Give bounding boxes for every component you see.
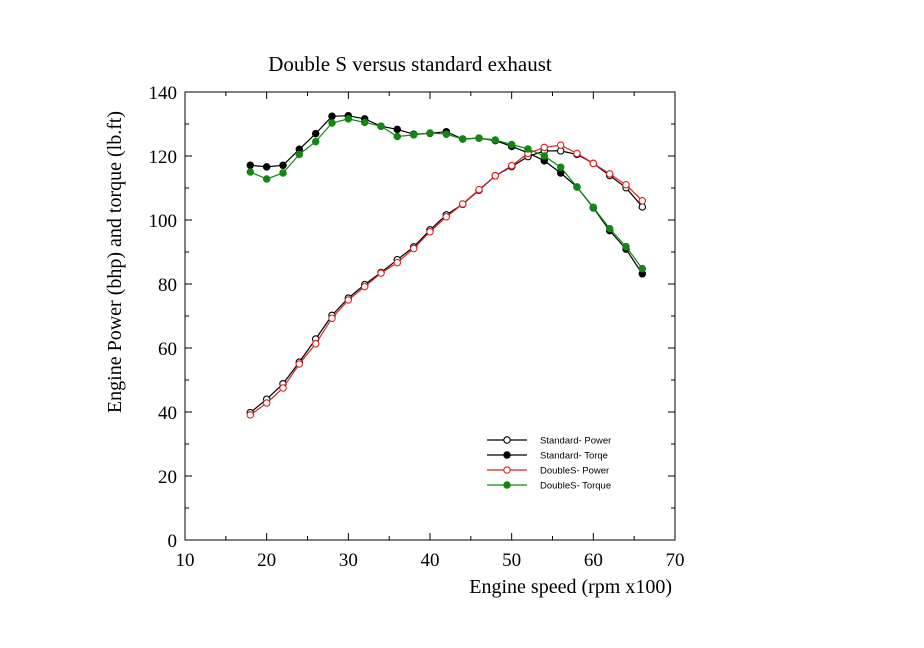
chart-title: Double S versus standard exhaust	[268, 52, 552, 76]
data-point	[246, 161, 255, 170]
series-3	[246, 115, 647, 273]
series-line	[250, 118, 643, 269]
data-point	[279, 161, 287, 170]
data-point	[393, 132, 402, 141]
data-point	[442, 213, 451, 221]
x-tick-label: 10	[176, 550, 195, 571]
data-point	[262, 163, 271, 171]
legend-swatch-marker	[503, 481, 511, 489]
legend-swatch-marker	[503, 466, 511, 474]
data-point	[377, 122, 385, 130]
data-point	[638, 203, 647, 211]
data-point	[475, 185, 483, 194]
data-point	[295, 150, 304, 159]
y-tick-label: 120	[149, 147, 178, 168]
axis-ticks	[184, 91, 676, 541]
legend-item: DoubleS- Power	[487, 466, 609, 477]
x-tick-label: 60	[584, 550, 603, 571]
data-point	[605, 170, 614, 178]
x-tick-labels: 10 20 30 40 50 60 70	[176, 550, 685, 571]
legend-label: Standard- Torqe	[540, 451, 608, 462]
data-point	[311, 137, 320, 146]
legend: Standard- Power Standard- Torqe DoubleS- P…	[487, 436, 611, 492]
data-point	[409, 131, 418, 139]
data-point	[377, 269, 385, 277]
series-2	[246, 141, 647, 419]
data-point	[393, 125, 402, 134]
y-tick-labels: 0 20 40 60 80 100 120 140	[149, 83, 178, 552]
data-point	[524, 145, 532, 153]
data-point	[638, 197, 647, 205]
legend-item: DoubleS- Torque	[487, 481, 611, 492]
data-point	[328, 314, 336, 322]
x-tick-label: 20	[257, 550, 276, 571]
data-point	[556, 141, 565, 149]
y-axis-label: Engine Power (bhp) and torque (lb.ft)	[104, 111, 126, 413]
data-point	[262, 399, 271, 407]
data-point	[458, 200, 467, 208]
data-point	[605, 224, 614, 233]
data-point	[507, 140, 516, 149]
data-point	[458, 135, 467, 143]
data-point	[311, 340, 320, 348]
data-point	[279, 169, 287, 177]
x-tick-label: 70	[666, 550, 685, 571]
x-tick-label: 40	[421, 550, 440, 571]
data-point	[507, 161, 516, 170]
y-tick-label: 20	[158, 467, 177, 488]
data-point	[491, 172, 500, 180]
y-tick-label: 0	[168, 531, 178, 552]
legend-swatch-marker	[503, 451, 511, 459]
data-point	[295, 360, 304, 368]
x-tick-label: 30	[339, 550, 358, 571]
data-point	[622, 242, 630, 251]
y-tick-label: 40	[158, 403, 177, 424]
data-point	[328, 112, 336, 121]
data-point	[311, 129, 320, 138]
x-tick-label: 50	[502, 550, 521, 571]
data-point	[426, 129, 434, 137]
series-line	[249, 144, 643, 416]
data-point	[393, 258, 402, 267]
data-point	[426, 228, 434, 236]
data-point	[344, 115, 353, 123]
y-tick-label: 140	[149, 83, 178, 104]
data-point	[246, 168, 255, 176]
data-point	[491, 136, 500, 144]
legend-swatch-marker	[503, 436, 511, 444]
data-point	[328, 119, 336, 127]
series-layer	[246, 111, 647, 419]
data-point	[262, 175, 271, 183]
data-point	[589, 159, 598, 168]
data-point	[442, 130, 451, 138]
data-point	[475, 134, 483, 142]
legend-label: DoubleS- Power	[540, 466, 609, 477]
data-point	[556, 163, 565, 171]
data-point	[279, 384, 287, 392]
legend-label: Standard- Power	[540, 436, 611, 447]
series-0	[246, 147, 647, 417]
y-tick-label: 60	[158, 339, 177, 360]
data-point	[573, 183, 581, 191]
data-point	[638, 264, 647, 273]
legend-item: Standard- Torqe	[487, 451, 608, 462]
data-point	[409, 244, 418, 253]
y-tick-label: 80	[158, 275, 177, 296]
data-point	[540, 143, 549, 152]
legend-label: DoubleS- Torque	[540, 481, 611, 492]
data-point	[573, 149, 581, 158]
legend-item: Standard- Power	[487, 436, 611, 447]
data-point	[589, 203, 598, 211]
x-axis-label: Engine speed (rpm x100)	[469, 576, 672, 598]
data-point	[622, 181, 630, 189]
data-point	[360, 118, 369, 127]
y-tick-label: 100	[149, 211, 178, 232]
data-point	[344, 296, 353, 304]
data-point	[246, 411, 255, 419]
data-point	[540, 152, 549, 160]
data-point	[360, 282, 369, 291]
series-line	[249, 150, 643, 414]
